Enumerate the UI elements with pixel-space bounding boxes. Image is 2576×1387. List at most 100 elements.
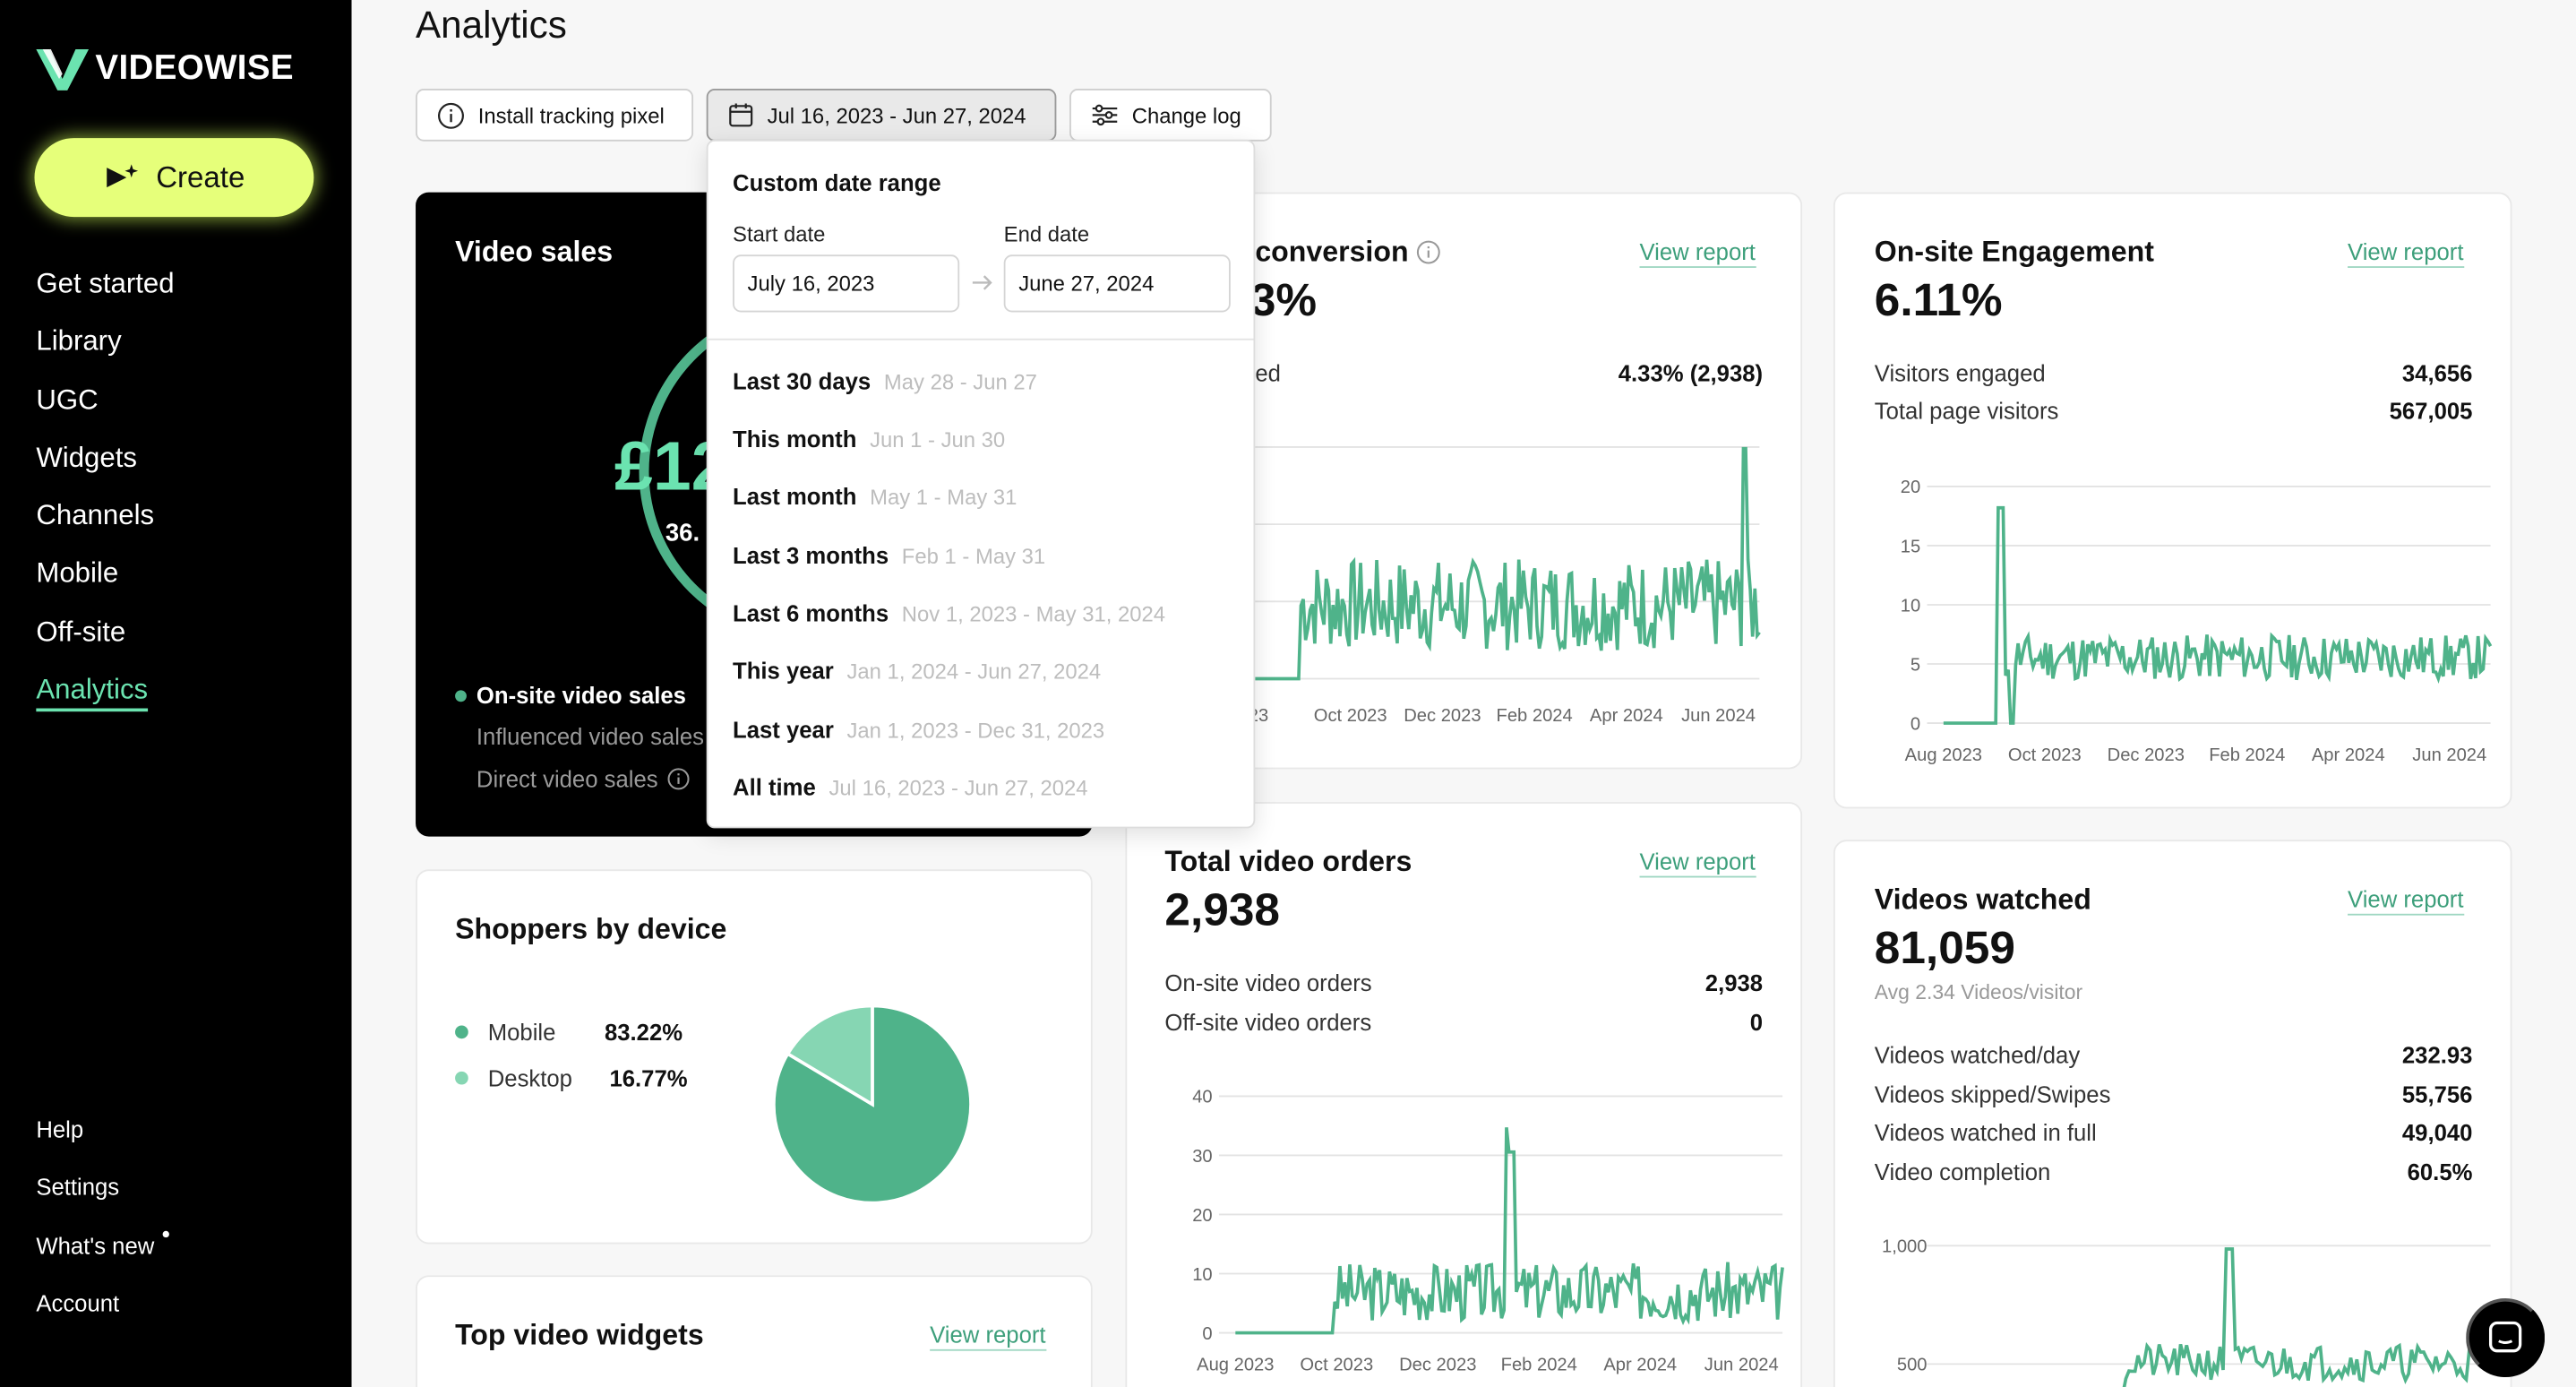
- x-tick-label: Jun 2024: [2412, 745, 2486, 765]
- logo[interactable]: VIDEOWISE: [36, 46, 294, 91]
- preset-label: Last 30 days: [733, 367, 872, 395]
- calendar-icon: [729, 103, 753, 127]
- orders-value: 2,938: [1164, 883, 1280, 935]
- y-tick-label: 15: [1901, 537, 1920, 556]
- x-tick-label: Dec 2023: [1404, 706, 1481, 726]
- row-label: Off-site video orders: [1164, 1009, 1372, 1036]
- legend-mobile: Mobile 83.22%: [455, 1019, 683, 1046]
- row-value: 567,005: [2389, 397, 2473, 425]
- preset-last-month[interactable]: Last month May 1 - May 31: [733, 483, 1017, 509]
- date-range-button[interactable]: Jul 16, 2023 - Jun 27, 2024: [706, 89, 1057, 142]
- preset-label: This month: [733, 426, 857, 452]
- legend-dot: [455, 1025, 468, 1039]
- nav-item-analytics[interactable]: Analytics: [36, 669, 174, 728]
- widgets-view-report-link[interactable]: View report: [930, 1322, 1046, 1351]
- nav-item-widgets[interactable]: Widgets: [36, 437, 174, 495]
- video-sales-title: Video sales: [455, 235, 614, 268]
- legend-label: On-site video sales: [476, 682, 686, 709]
- nav-item-ugc[interactable]: UGC: [36, 379, 174, 437]
- engagement-value: 6.11%: [1874, 274, 2003, 326]
- y-tick-label: 10: [1192, 1265, 1212, 1285]
- end-date-label: End date: [1003, 221, 1090, 247]
- preset-range: May 28 - Jun 27: [883, 369, 1037, 395]
- nav-label: What's new: [36, 1231, 155, 1259]
- row-label: Videos watched in full: [1874, 1119, 2097, 1146]
- watched-row: Video completion 60.5%: [1875, 1159, 2473, 1185]
- legend-direct-sales: Direct video sales: [477, 766, 690, 792]
- logo-text: VIDEOWISE: [95, 49, 295, 88]
- videos-watched-card: Videos watched 81,059 Avg 2.34 Videos/vi…: [1833, 840, 2512, 1387]
- watched-title: Videos watched: [1874, 882, 2091, 916]
- y-tick-label: 30: [1192, 1147, 1212, 1167]
- divider: [708, 338, 1254, 340]
- x-tick-label: Aug 2023: [1197, 1356, 1274, 1375]
- y-tick-label: 5: [1911, 655, 1920, 675]
- preset-all-time[interactable]: All time Jul 16, 2023 - Jun 27, 2024: [733, 774, 1087, 800]
- nav-label: Channels: [36, 499, 155, 531]
- video-sales-pct: 36.: [665, 519, 700, 547]
- watched-view-report-link[interactable]: View report: [2348, 886, 2464, 916]
- y-tick-label: 20: [1192, 1206, 1212, 1226]
- info-icon[interactable]: [666, 768, 690, 791]
- y-tick-label: 500: [1897, 1356, 1928, 1375]
- nav-item-whats-new[interactable]: What's new: [36, 1227, 169, 1285]
- watched-row: Videos watched in full 49,040: [1875, 1119, 2473, 1145]
- create-label: Create: [156, 159, 245, 194]
- sliders-icon: [1092, 104, 1118, 126]
- main-nav: Get started Library UGC Widgets Channels…: [36, 263, 175, 728]
- change-log-button[interactable]: Change log: [1069, 89, 1272, 142]
- x-tick-label: Apr 2024: [1590, 706, 1663, 726]
- x-tick-label: Oct 2023: [1300, 1356, 1373, 1375]
- legend-value: 16.77%: [609, 1064, 688, 1091]
- chat-button[interactable]: [2466, 1298, 2546, 1378]
- preset-this-month[interactable]: This month Jun 1 - Jun 30: [733, 426, 1005, 452]
- legend-desktop: Desktop 16.77%: [455, 1065, 688, 1091]
- row-value: 60.5%: [2407, 1159, 2473, 1185]
- watched-row: Videos skipped/Swipes 55,756: [1875, 1081, 2473, 1107]
- orders-view-report-link[interactable]: View report: [1639, 848, 1756, 878]
- watched-chart: 1,000 500: [1882, 1237, 2493, 1387]
- conversion-value: 3%: [1249, 274, 1318, 326]
- preset-range: Jul 16, 2023 - Jun 27, 2024: [829, 775, 1088, 801]
- nav-item-help[interactable]: Help: [36, 1111, 168, 1169]
- nav-item-channels[interactable]: Channels: [36, 495, 174, 553]
- end-date-input[interactable]: June 27, 2024: [1003, 254, 1231, 313]
- x-tick-label: Feb 2024: [1497, 706, 1573, 726]
- x-tick-label: Oct 2023: [2008, 745, 2082, 765]
- info-icon[interactable]: [1417, 240, 1442, 265]
- top-video-widgets-card: Top video widgets View report: [416, 1275, 1093, 1387]
- engagement-view-report-link[interactable]: View report: [2348, 238, 2464, 268]
- nav-item-settings[interactable]: Settings: [36, 1169, 168, 1228]
- nav-item-off-site[interactable]: Off-site: [36, 611, 174, 669]
- preset-label: Last year: [733, 716, 834, 744]
- x-tick-label: Jun 2024: [1681, 706, 1756, 726]
- install-tracking-pixel-button[interactable]: Install tracking pixel: [416, 89, 694, 142]
- nav-item-mobile[interactable]: Mobile: [36, 553, 174, 611]
- start-date-input[interactable]: July 16, 2023: [733, 254, 960, 313]
- engagement-row: Visitors engaged 34,656: [1875, 360, 2473, 386]
- row-label: Videos watched/day: [1874, 1041, 2081, 1069]
- preset-label: Last month: [733, 483, 857, 510]
- preset-last-year[interactable]: Last year Jan 1, 2023 - Dec 31, 2023: [733, 717, 1104, 743]
- preset-this-year[interactable]: This year Jan 1, 2024 - Jun 27, 2024: [733, 658, 1101, 684]
- x-tick-label: Dec 2023: [2108, 745, 2185, 765]
- nav-item-account[interactable]: Account: [36, 1285, 168, 1343]
- shoppers-title: Shoppers by device: [455, 911, 727, 945]
- preset-last-6-months[interactable]: Last 6 months Nov 1, 2023 - May 31, 2024: [733, 599, 1165, 625]
- row-label: Video completion: [1874, 1159, 2051, 1185]
- nav-label: UGC: [36, 383, 99, 416]
- nav-item-library[interactable]: Library: [36, 321, 174, 379]
- row-value: 49,040: [2401, 1119, 2473, 1146]
- conversion-row: ed 4.33% (2,938): [1255, 360, 1763, 386]
- preset-last-3-months[interactable]: Last 3 months Feb 1 - May 31: [733, 542, 1045, 568]
- create-button[interactable]: Create: [34, 138, 314, 218]
- nav-label: Mobile: [36, 557, 119, 590]
- legend-label: Mobile: [487, 1019, 556, 1046]
- row-value: 55,756: [2401, 1081, 2473, 1108]
- nav-item-get-started[interactable]: Get started: [36, 263, 174, 321]
- conversion-view-report-link[interactable]: View report: [1639, 238, 1756, 268]
- engagement-card: On-site Engagement 6.11% View report Vis…: [1833, 192, 2512, 809]
- nav-label: Get started: [36, 267, 175, 299]
- preset-last-30-days[interactable]: Last 30 days May 28 - Jun 27: [733, 368, 1037, 394]
- start-date-label: Start date: [733, 221, 826, 247]
